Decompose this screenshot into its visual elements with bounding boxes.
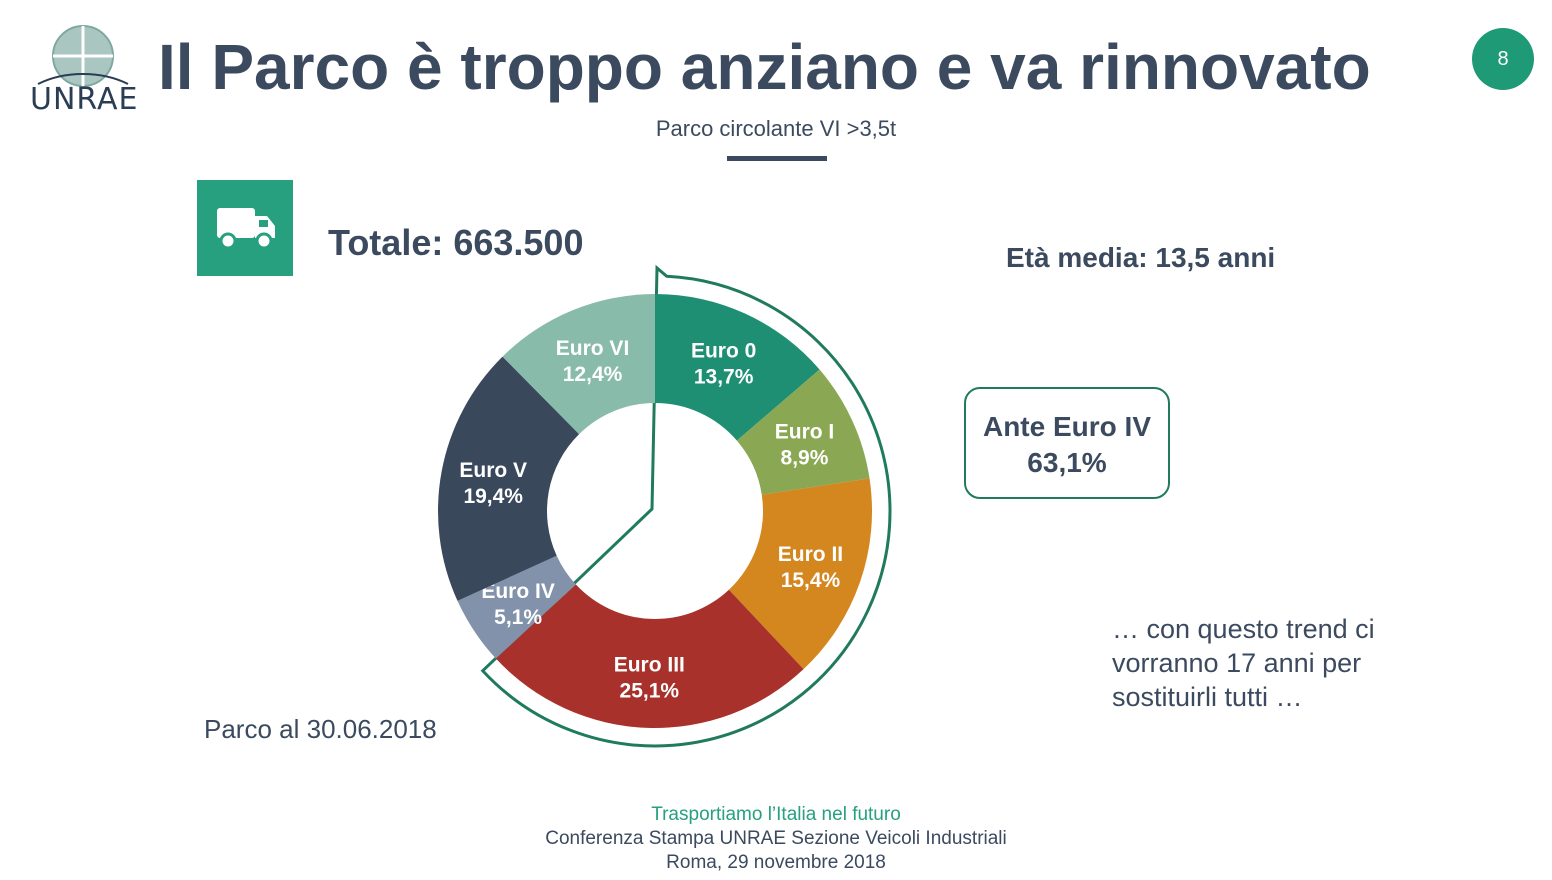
page-title: Il Parco è troppo anziano e va rinnovato [158, 31, 1371, 103]
slice-value-euro-vi: 12,4% [563, 363, 623, 386]
ante-euro-iv-value: 63,1% [1027, 447, 1107, 478]
slice-euro-i [736, 369, 870, 495]
footer-tagline: Trasportiamo l’Italia nel futuro [651, 804, 901, 825]
slice-category-euro-i: Euro I [775, 420, 835, 443]
park-date-label: Parco al 30.06.2018 [204, 714, 437, 744]
logo-text: UNRAE [30, 82, 139, 117]
slice-euro-0 [655, 294, 820, 441]
slice-label-euro-ii: Euro II 15,4% [778, 543, 843, 592]
footer-line2: Roma, 29 novembre 2018 [666, 852, 886, 873]
slice-category-euro-ii: Euro II [778, 543, 843, 566]
slice-value-euro-ii: 15,4% [781, 569, 841, 592]
subtitle-underline [727, 156, 827, 161]
slice-category-euro-vi: Euro VI [556, 337, 630, 360]
slice-label-euro-vi: Euro VI 12,4% [556, 337, 630, 386]
slice-label-euro-0: Euro 0 13,7% [691, 340, 756, 389]
slice-value-euro-iii: 25,1% [620, 679, 680, 702]
slice-value-euro-0: 13,7% [694, 366, 754, 389]
slice-label-euro-i: Euro I 8,9% [775, 420, 835, 469]
slice-category-euro-iii: Euro III [614, 653, 685, 676]
page-number-badge: 8 [1472, 28, 1534, 90]
ante-euro-iv-title: Ante Euro IV [982, 411, 1151, 442]
truck-icon-box [197, 180, 293, 276]
trend-note: … con questo trend ci vorranno 17 anni p… [1112, 614, 1375, 712]
slice-value-euro-iv: 5,1% [494, 606, 542, 629]
ante-euro-iv-box: Ante Euro IV 63,1% [964, 387, 1170, 499]
slice-euro-iv [457, 555, 576, 659]
slice-category-euro-0: Euro 0 [691, 340, 756, 363]
slice-value-euro-v: 19,4% [463, 485, 523, 508]
slice-category-euro-iv: Euro IV [481, 580, 555, 603]
footer: Trasportiamo l’Italia nel futuro Confere… [0, 803, 1552, 875]
slice-label-euro-v: Euro V 19,4% [459, 459, 527, 508]
highlight-outline [480, 264, 892, 748]
slice-euro-iii [495, 584, 804, 728]
unrae-logo-icon [37, 25, 129, 87]
slice-euro-vi [502, 294, 655, 435]
truck-icon [217, 208, 275, 250]
slice-value-euro-i: 8,9% [781, 446, 829, 469]
total-label: Totale: 663.500 [328, 222, 584, 263]
footer-line1: Conferenza Stampa UNRAE Sezione Veicoli … [545, 828, 1007, 849]
average-age-label: Età media: 13,5 anni [1006, 242, 1276, 273]
slice-label-euro-iii: Euro III 25,1% [614, 653, 685, 702]
slice-label-euro-iv: Euro IV 5,1% [481, 580, 555, 629]
slice-euro-ii [728, 478, 872, 670]
slice-category-euro-v: Euro V [459, 459, 527, 482]
slice-euro-v [438, 356, 580, 601]
subtitle: Parco circolante VI >3,5t [655, 116, 897, 141]
